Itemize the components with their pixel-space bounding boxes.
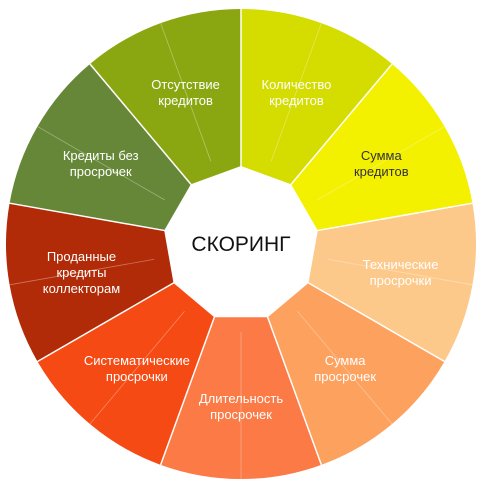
segment-label: Технические просрочки xyxy=(363,257,439,288)
center-hub xyxy=(164,166,318,318)
segment-label: Проданные кредиты коллекторам xyxy=(43,249,121,296)
segment-label: Сумма кредитов xyxy=(354,148,409,179)
segment-midline xyxy=(37,126,165,201)
segment-midline xyxy=(270,23,322,162)
segment-label-line: просрочек xyxy=(70,164,132,179)
segment-label-line: Количество xyxy=(262,77,332,92)
segment-label: Отсутствие кредитов xyxy=(151,77,220,108)
wheel-dividers xyxy=(9,9,473,479)
wheel-segment xyxy=(241,244,445,465)
segment-label-line: просрочки xyxy=(370,273,432,288)
segment-label-line: Технические xyxy=(363,257,439,272)
segment-label-line: Длительность xyxy=(199,391,283,406)
center-label: СКОРИНГ xyxy=(191,233,290,256)
segment-label-line: Систематические xyxy=(84,353,190,368)
segment-divider xyxy=(159,315,216,466)
segment-label: Количество кредитов xyxy=(262,77,332,108)
segment-midline xyxy=(89,311,185,425)
segment-divider xyxy=(289,63,393,187)
segment-label-line: Сумма xyxy=(325,353,367,368)
segment-midline xyxy=(9,258,155,286)
segment-label: Сумма просрочек xyxy=(314,353,376,384)
segment-midline xyxy=(297,311,393,425)
segment-label: Длительность просрочек xyxy=(199,391,283,422)
segment-label-line: кредитов xyxy=(354,164,409,179)
segment-label-line: Проданные xyxy=(47,249,116,264)
segment-divider xyxy=(266,315,323,466)
segment-label: Кредиты без просрочек xyxy=(63,148,139,179)
segment-label: Систематические просрочки xyxy=(84,353,190,384)
segment-divider xyxy=(9,202,167,232)
segment-label-line: просрочки xyxy=(106,369,168,384)
segment-midline xyxy=(317,126,445,201)
segment-label-line: коллекторам xyxy=(43,281,121,296)
segment-label-line: Сумма xyxy=(361,148,403,163)
segment-midline xyxy=(160,23,212,162)
segment-label-line: Отсутствие xyxy=(151,77,220,92)
segment-label-line: Кредиты без xyxy=(63,148,139,163)
segment-label-line: кредитов xyxy=(158,93,213,108)
segment-label-line: кредитов xyxy=(269,93,324,108)
segment-label-line: просрочек xyxy=(314,369,376,384)
wheel-segment xyxy=(160,244,322,479)
segment-divider xyxy=(315,202,473,232)
segment-label-line: просрочек xyxy=(210,407,272,422)
wheel-segment xyxy=(37,244,241,465)
segment-divider xyxy=(89,63,193,187)
segment-divider xyxy=(306,281,445,363)
segment-midline xyxy=(327,258,473,286)
segment-label-line: кредиты xyxy=(56,265,106,280)
segment-divider xyxy=(37,281,176,363)
